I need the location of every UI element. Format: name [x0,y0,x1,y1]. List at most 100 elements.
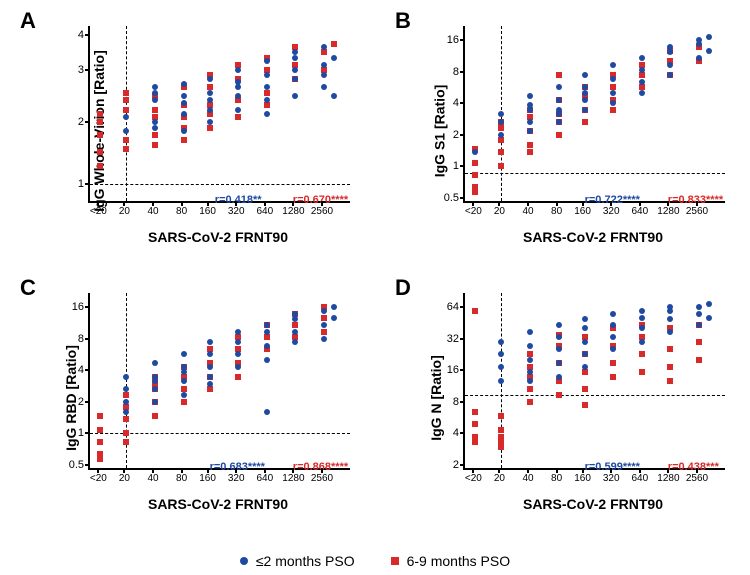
data-point [235,374,241,380]
data-point [292,339,298,345]
data-point [556,374,562,380]
data-point [97,132,103,138]
r-value-blue: r=0.722**** [585,194,640,206]
data-point [639,55,645,61]
ytick: 2 [64,116,84,128]
data-point [498,427,504,433]
xtick: 640 [256,473,273,484]
data-point [331,93,337,99]
data-point [123,137,129,143]
data-point [321,322,327,328]
data-point [123,146,129,152]
threshold-hline [465,395,725,396]
data-point [498,125,504,131]
ytick-mark [85,34,90,36]
xlabel-A: SARS-CoV-2 FRNT90 [88,229,348,245]
ytick: 16 [439,364,459,376]
xtick: 2560 [311,473,333,484]
xtick: 80 [551,206,562,217]
xtick-mark [181,468,183,473]
panel-A: AIgG Whole-Virion [Ratio]SARS-CoV-2 FRNT… [20,8,355,253]
data-point [582,90,588,96]
data-point [292,316,298,322]
data-point [207,76,213,82]
data-point [696,322,702,328]
data-point [498,378,504,384]
data-point [152,399,158,405]
r-value-blue: r=0.683**** [210,461,265,473]
data-point [152,97,158,103]
data-point [639,369,645,375]
data-point [123,416,129,422]
xtick: 20 [119,206,130,217]
data-point [235,107,241,113]
data-point [264,90,270,96]
ytick-mark [460,338,465,340]
data-point [667,378,673,384]
panel-D: DIgG N [Ratio]SARS-CoV-2 FRNT90r=0.599**… [395,275,730,520]
data-point [582,386,588,392]
data-point [667,72,673,78]
data-point [331,315,337,321]
xtick-mark [498,201,500,206]
xtick: 40 [147,206,158,217]
xtick-mark [556,468,558,473]
data-point [264,329,270,335]
data-point [696,37,702,43]
data-point [472,189,478,195]
data-point [610,76,616,82]
data-point [498,434,504,440]
data-point [123,374,129,380]
data-point [235,67,241,73]
legend-label: 6-9 months PSO [407,553,511,569]
data-point [610,62,616,68]
data-point [181,81,187,87]
data-point [556,346,562,352]
data-point [610,311,616,317]
ytick-mark [460,401,465,403]
panel-label-D: D [395,275,411,301]
ytick-mark [85,464,90,466]
data-point [235,93,241,99]
data-point [207,381,213,387]
ytick: 1 [64,427,84,439]
data-point [696,55,702,61]
data-point [472,149,478,155]
data-point [181,128,187,134]
data-point [97,427,103,433]
data-point [472,409,478,415]
data-point [610,90,616,96]
data-point [97,163,103,169]
data-point [181,392,187,398]
data-point [472,439,478,445]
data-point [292,93,298,99]
data-point [696,339,702,345]
data-point [207,90,213,96]
data-point [706,48,712,54]
xtick-mark [152,468,154,473]
xtick: 640 [631,473,648,484]
r-value-red: r=0.438*** [668,461,719,473]
data-point [667,316,673,322]
data-point [207,351,213,357]
r-value-blue: r=0.599**** [585,461,640,473]
data-point [582,119,588,125]
data-point [207,97,213,103]
ytick: 0.5 [64,459,84,471]
data-point [264,409,270,415]
xtick-mark [667,468,669,473]
data-point [123,97,129,103]
ytick: 16 [64,301,84,313]
data-point [639,79,645,85]
data-point [556,107,562,113]
xtick-mark [639,201,641,206]
xtick: 2560 [311,206,333,217]
xtick-mark [527,468,529,473]
xtick-mark [667,201,669,206]
data-point [639,67,645,73]
data-point [667,329,673,335]
ytick-mark [85,306,90,308]
data-point [207,119,213,125]
data-point [527,93,533,99]
ytick-mark [85,69,90,71]
